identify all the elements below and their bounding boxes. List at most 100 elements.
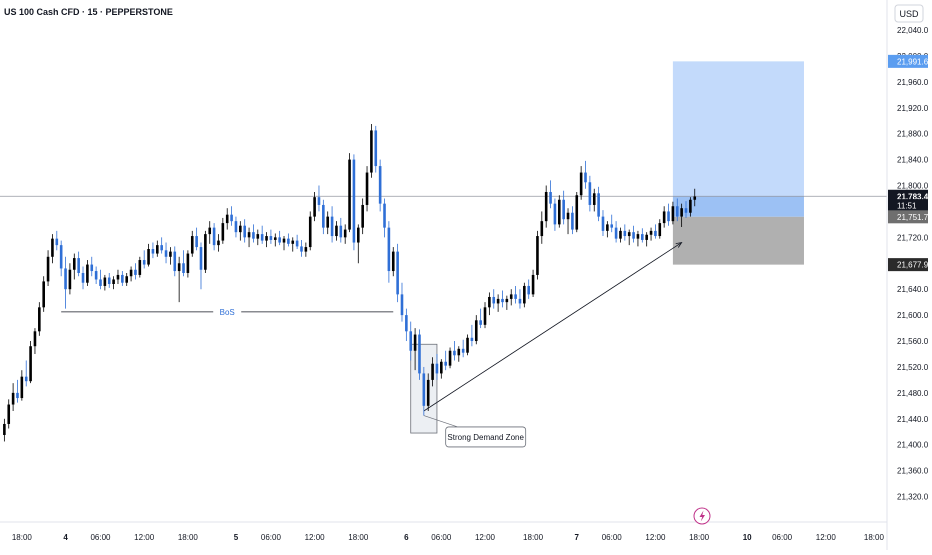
price-label-entry: [888, 210, 928, 224]
stop-zone: [672, 216, 804, 265]
candle-body: [335, 225, 338, 237]
price-tick-label: 21,720.0: [897, 233, 929, 242]
trend-line-arrowhead: [675, 241, 683, 248]
candle-body: [77, 258, 80, 273]
candle-body: [540, 221, 544, 237]
candle-body: [64, 268, 67, 290]
price-tick-label: 21,440.0: [897, 415, 929, 424]
candle-body: [260, 234, 264, 241]
candle-body: [361, 204, 364, 228]
price-tick-label: 21,360.0: [897, 467, 929, 476]
candle-body: [606, 224, 609, 231]
time-tick-label: 10: [743, 533, 752, 542]
candle-body: [243, 225, 246, 238]
candle-body: [247, 232, 251, 238]
candle-body: [234, 221, 238, 233]
candle-body: [356, 227, 360, 243]
candle-body: [151, 249, 155, 254]
price-tick-label: 21,480.0: [897, 389, 929, 398]
candle-body: [221, 223, 225, 241]
candle-body: [383, 203, 386, 228]
time-tick-label: 18:00: [348, 533, 369, 542]
candle-body: [94, 271, 98, 280]
bos-label: BoS: [220, 308, 235, 317]
candle-body: [662, 211, 666, 224]
candle-body: [374, 130, 378, 167]
price-label-text: 21,751.7: [897, 213, 929, 222]
candle-body: [505, 298, 509, 303]
candle-body: [116, 274, 120, 280]
candle-body: [156, 245, 159, 254]
candle-body: [330, 216, 334, 237]
candle-body: [160, 245, 163, 251]
time-axis[interactable]: 18:00 4 06:00 12:00 18:00 5 06:00 12:00 18:00 6 06…: [12, 533, 885, 542]
candle-body: [204, 234, 207, 270]
candle-body: [470, 337, 474, 342]
price-label-countdown: [888, 199, 928, 213]
candle-body: [483, 307, 487, 325]
candle-body: [339, 225, 343, 238]
candle-body: [418, 334, 421, 374]
candle-body: [230, 214, 233, 222]
candle-body: [557, 199, 561, 225]
candle-body: [352, 159, 356, 243]
candle-body: [544, 191, 548, 222]
candle-body: [496, 298, 500, 304]
candle-body: [107, 277, 111, 285]
candle-body: [680, 208, 683, 217]
candle-body: [614, 227, 618, 239]
candle-body: [387, 227, 391, 272]
candle-body: [667, 211, 670, 222]
price-label-target: [888, 54, 928, 68]
candle-body: [562, 199, 565, 220]
lightning-icon[interactable]: [693, 507, 711, 525]
candle-body: [86, 264, 89, 283]
time-tick-label: 06:00: [602, 533, 623, 542]
candle-body: [592, 193, 596, 205]
candle-body: [217, 240, 220, 246]
candle-body: [523, 285, 526, 304]
candle-body: [291, 240, 295, 244]
candle-body: [466, 337, 469, 353]
price-label-stop: [888, 258, 928, 272]
candle-body: [3, 423, 6, 435]
price-label-text: 11:51: [897, 202, 917, 211]
candle-body: [195, 236, 198, 248]
trend-line: [423, 242, 682, 412]
candle-body: [584, 172, 587, 183]
candle-body: [24, 376, 28, 382]
candle-body: [405, 315, 408, 332]
candle-body: [169, 251, 172, 257]
candle-body: [173, 251, 177, 272]
candle-body: [391, 251, 395, 272]
candle-body: [208, 227, 212, 235]
currency-badge[interactable]: [894, 4, 924, 23]
candle-body: [426, 379, 430, 406]
entry-zone: [672, 196, 804, 217]
candle-body: [684, 208, 688, 213]
candle-body: [7, 404, 11, 424]
candle-body: [11, 392, 15, 405]
candle-body: [326, 216, 330, 228]
candle-body: [112, 279, 115, 285]
candle-body: [190, 236, 194, 254]
candle-body: [308, 216, 312, 248]
price-label-text: 21,677.9: [897, 261, 929, 270]
candle-body: [689, 199, 692, 213]
price-label-text: 21,991.6: [897, 57, 929, 66]
chart-title: US 100 Cash CFD · 15 · PEPPERSTONE: [4, 7, 173, 17]
candle-body: [518, 298, 522, 304]
candle-body: [265, 236, 268, 241]
candle-body: [282, 238, 286, 243]
candle-body: [671, 206, 675, 222]
candle-body: [654, 230, 657, 237]
candle-body: [601, 216, 605, 231]
candle-body: [68, 269, 72, 290]
candle-body: [212, 227, 216, 246]
time-tick-label: 06:00: [772, 533, 793, 542]
price-tick-label: 21,880.0: [897, 130, 929, 139]
candle-body: [278, 237, 281, 243]
candle-body: [431, 363, 434, 380]
